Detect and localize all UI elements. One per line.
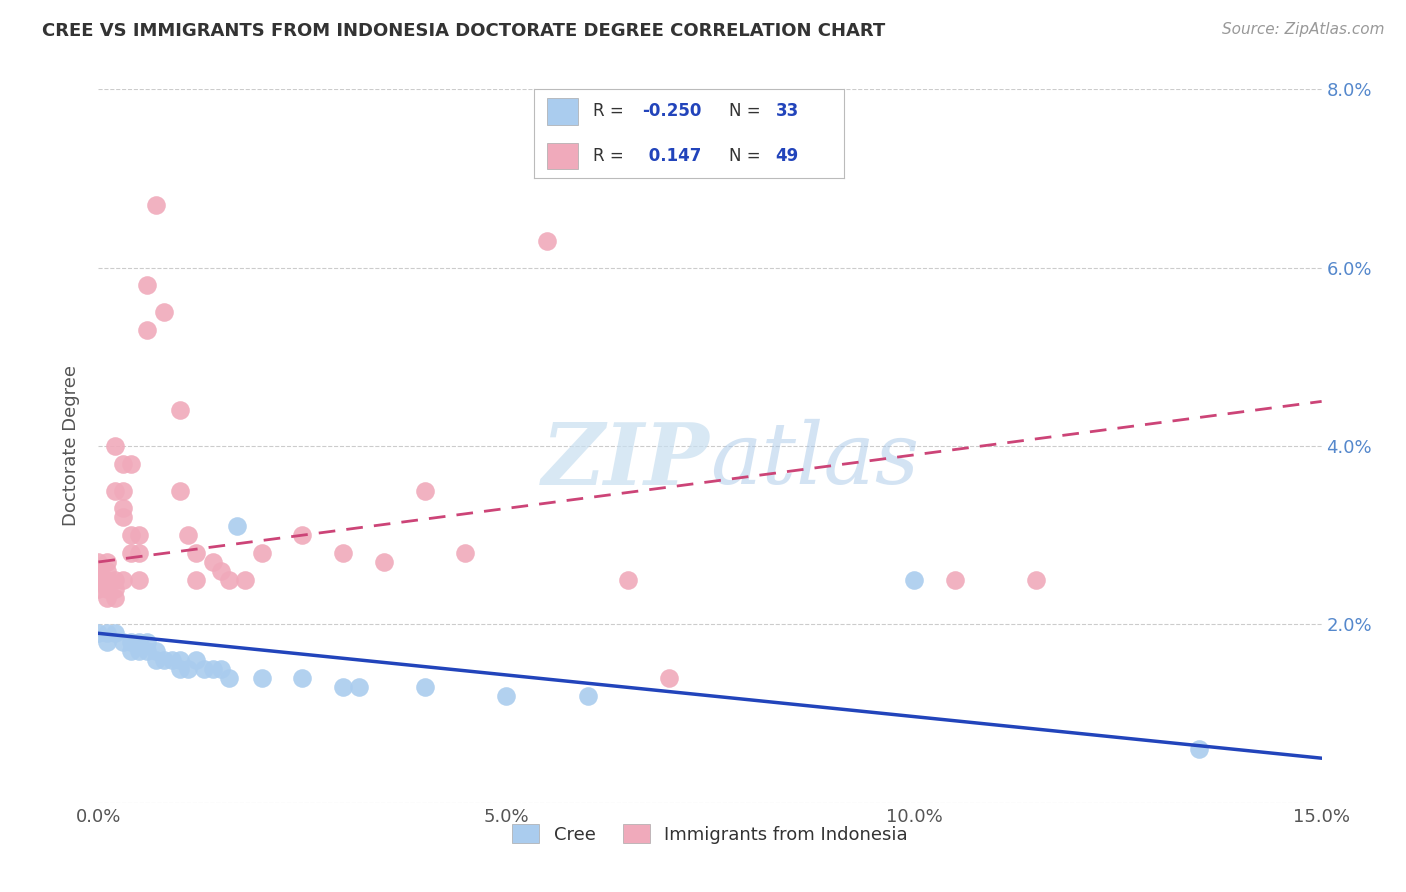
Point	[169, 662, 191, 676]
Point	[658, 671, 681, 685]
Point	[454, 546, 477, 560]
Point	[145, 653, 167, 667]
Legend: Cree, Immigrants from Indonesia: Cree, Immigrants from Indonesia	[505, 817, 915, 851]
Point	[87, 582, 110, 596]
Point	[413, 483, 436, 498]
Point	[349, 680, 371, 694]
Point	[96, 564, 118, 578]
Point	[145, 198, 167, 212]
Point	[87, 626, 110, 640]
Point	[943, 573, 966, 587]
Text: ZIP: ZIP	[543, 418, 710, 502]
Point	[373, 555, 395, 569]
Point	[104, 439, 127, 453]
Point	[177, 662, 200, 676]
Point	[96, 555, 118, 569]
Point	[111, 635, 134, 649]
Point	[136, 644, 159, 658]
Bar	[547, 98, 578, 125]
Point	[177, 528, 200, 542]
Point	[218, 671, 240, 685]
Point	[111, 457, 134, 471]
Point	[332, 680, 354, 694]
Point	[128, 573, 150, 587]
Point	[128, 644, 150, 658]
Point	[120, 644, 142, 658]
Point	[186, 653, 208, 667]
Point	[1188, 742, 1211, 756]
Point	[169, 483, 191, 498]
Text: CREE VS IMMIGRANTS FROM INDONESIA DOCTORATE DEGREE CORRELATION CHART: CREE VS IMMIGRANTS FROM INDONESIA DOCTOR…	[42, 22, 886, 40]
Point	[136, 635, 159, 649]
Point	[193, 662, 215, 676]
Point	[226, 519, 249, 533]
Y-axis label: Doctorate Degree: Doctorate Degree	[62, 366, 80, 526]
Text: 33: 33	[776, 102, 799, 120]
Point	[152, 653, 174, 667]
Point	[250, 671, 273, 685]
Point	[128, 635, 150, 649]
Point	[120, 528, 142, 542]
Point	[145, 644, 167, 658]
Point	[120, 457, 142, 471]
Text: N =: N =	[730, 102, 761, 120]
Point	[128, 528, 150, 542]
Point	[96, 573, 118, 587]
Point	[136, 323, 159, 337]
Point	[218, 573, 240, 587]
Point	[1025, 573, 1047, 587]
Point	[104, 483, 127, 498]
Point	[111, 501, 134, 516]
Point	[495, 689, 517, 703]
Point	[96, 591, 118, 605]
Point	[169, 403, 191, 417]
Point	[120, 546, 142, 560]
Point	[291, 671, 314, 685]
Text: Source: ZipAtlas.com: Source: ZipAtlas.com	[1222, 22, 1385, 37]
Text: -0.250: -0.250	[643, 102, 702, 120]
Text: 0.147: 0.147	[643, 146, 702, 165]
Point	[152, 305, 174, 319]
Point	[169, 653, 191, 667]
Point	[291, 528, 314, 542]
Point	[903, 573, 925, 587]
Text: N =: N =	[730, 146, 761, 165]
Text: 49: 49	[776, 146, 799, 165]
Point	[96, 626, 118, 640]
Point	[120, 635, 142, 649]
Point	[104, 582, 127, 596]
Point	[209, 564, 232, 578]
Point	[87, 564, 110, 578]
Point	[104, 626, 127, 640]
Point	[96, 582, 118, 596]
Point	[209, 662, 232, 676]
Point	[96, 635, 118, 649]
Point	[87, 555, 110, 569]
Point	[536, 234, 558, 248]
Point	[201, 555, 224, 569]
Point	[250, 546, 273, 560]
Point	[128, 546, 150, 560]
Point	[186, 573, 208, 587]
Point	[160, 653, 183, 667]
Point	[617, 573, 640, 587]
Text: R =: R =	[593, 102, 624, 120]
Bar	[547, 143, 578, 169]
Point	[413, 680, 436, 694]
Point	[186, 546, 208, 560]
Point	[233, 573, 256, 587]
Point	[111, 510, 134, 524]
Point	[104, 573, 127, 587]
Point	[576, 689, 599, 703]
Point	[111, 483, 134, 498]
Point	[201, 662, 224, 676]
Point	[111, 573, 134, 587]
Text: R =: R =	[593, 146, 624, 165]
Point	[136, 278, 159, 293]
Point	[87, 573, 110, 587]
Text: atlas: atlas	[710, 419, 920, 501]
Point	[104, 591, 127, 605]
Point	[332, 546, 354, 560]
